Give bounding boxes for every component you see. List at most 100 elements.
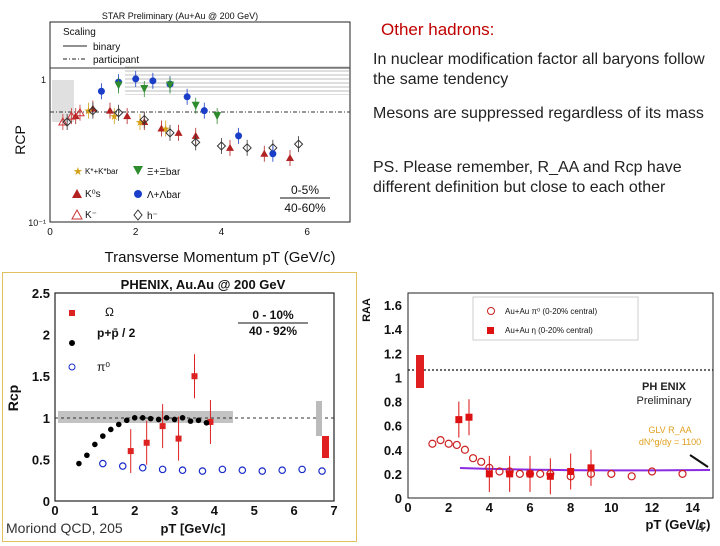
star-data-point: ★ — [84, 106, 94, 118]
star-data-point — [123, 112, 132, 120]
raa-xtick: 0 — [404, 500, 411, 515]
phenix-rcp-sys-red — [322, 436, 329, 458]
raa-ytick: 0.2 — [384, 467, 402, 482]
phenix-rcp-ytick: 2.5 — [32, 286, 50, 301]
phenix-rcp-xtick: 2 — [131, 503, 138, 518]
raa-ytick: 0.8 — [384, 395, 402, 410]
phenix-rcp-data-point — [298, 465, 306, 474]
phenix-rcp-data-point — [171, 416, 178, 423]
raa-data-point — [485, 470, 493, 478]
phenix-legend-omega: Ω — [105, 305, 114, 319]
phenix-rcp-data-point — [118, 462, 127, 470]
star-data-point — [114, 81, 123, 90]
phenix-rcp-data-point — [139, 415, 146, 421]
phenix-rcp-data-point — [115, 421, 122, 428]
star-data-point — [139, 114, 149, 125]
phenix-raa-legend — [472, 296, 639, 341]
star-data-point — [191, 101, 200, 110]
phenix-rcp-ylabel: Rcp — [5, 385, 21, 411]
raa-data-point — [627, 472, 636, 481]
phenix-rcp-data-point — [159, 423, 166, 430]
raa-data-point — [607, 469, 616, 478]
raa-xtick: 8 — [567, 500, 574, 515]
raa-ytick: 1.6 — [384, 298, 402, 313]
phenix-rcp-ytick: 1.5 — [32, 369, 50, 384]
raa-eta-marker — [487, 327, 494, 334]
raa-data-point — [455, 416, 463, 424]
star-data-point — [113, 108, 124, 118]
raa-data-point — [587, 464, 595, 472]
star-data-point — [140, 85, 149, 94]
phenix-rcp-data-point — [123, 417, 130, 424]
raa-ytick: 0 — [395, 491, 402, 506]
phenix-rcp-data-point — [92, 441, 98, 448]
star-data-point: ★ — [161, 124, 171, 136]
star-data-point: ★ — [109, 111, 119, 123]
phenix-rcp-xtick: 5 — [251, 503, 258, 518]
phenix-rcp-data-point — [131, 415, 138, 421]
star-ylabel: RCP — [12, 125, 28, 155]
proton-marker — [69, 340, 75, 346]
phenix-rcp-frame — [54, 292, 335, 502]
bullet-2: Mesons are suppressed regardless of its … — [373, 105, 704, 122]
raa-xlabel: pT (GeV/c) — [645, 517, 710, 532]
phenix-rcp-xlabel: pT [GeV/c] — [160, 521, 225, 536]
phenix-rcp-xtick: 3 — [171, 503, 178, 518]
bullet-1: In nuclear modification factor all baryo… — [373, 51, 705, 88]
glv-label: GLV R_AA — [648, 425, 691, 435]
raa-data-point — [526, 470, 534, 478]
raa-data-point — [428, 439, 437, 448]
phenix-rcp-xtick: 1 — [91, 503, 98, 518]
phenix-rcp-data-point — [108, 426, 114, 433]
raa-pi0-marker — [487, 307, 495, 315]
star-species-legend: ★ K*+K*bar Ξ+Ξbar K⁰s Λ+Λbar K⁻ h⁻ 0-5% … — [71, 166, 330, 222]
bullet-3: PS. Please remember, R_AA and Rcp have d… — [373, 159, 682, 196]
raa-xtick: 4 — [486, 500, 494, 515]
raa-xtick: 14 — [685, 500, 700, 515]
raa-xtick: 10 — [604, 500, 618, 515]
raa-legend-eta: Au+Au η (0-20% central) — [505, 326, 593, 335]
raa-data-point — [465, 413, 473, 421]
phenix-rcp-data-point — [195, 417, 202, 424]
phenix-rcp-data-point — [84, 452, 90, 459]
omega-marker — [69, 310, 75, 316]
phenix-rcp-data-point — [258, 467, 267, 475]
phenix-rcp-xtick: 6 — [291, 503, 298, 518]
star-data-point — [165, 128, 175, 138]
phenix-rcp-data-point — [218, 465, 227, 474]
raa-xtick: 12 — [645, 500, 659, 515]
star-data-point — [106, 106, 114, 114]
phenix-rcp-data-point — [76, 460, 82, 467]
star-data-point — [157, 124, 166, 132]
phenix-rcp-data-point — [127, 448, 134, 455]
star-data-point: ★ — [135, 117, 145, 129]
raa-ytick: 0.4 — [384, 443, 403, 458]
raa-data-point — [444, 439, 453, 448]
phenix-rcp-data-point — [198, 467, 207, 475]
raa-ytick: 0.6 — [384, 419, 402, 434]
glv-arrow — [689, 454, 709, 468]
star-centrality-top: 0-5% — [291, 183, 319, 197]
phenix-rcp-data-point — [203, 419, 210, 426]
pi0-marker — [68, 363, 76, 371]
slide-title: Other hadrons: — [381, 20, 495, 39]
star-legend-participant: participant — [93, 55, 139, 66]
phenix-rcp-sys-gray — [316, 401, 322, 436]
phenix-rcp-xtick: 7 — [330, 503, 337, 518]
star-data-point — [75, 107, 85, 117]
star-legend-lambda: Λ+Λbar — [147, 190, 181, 201]
raa-data-point — [452, 440, 461, 450]
raa-data-point — [495, 467, 504, 476]
star-legend-hminus: h⁻ — [147, 211, 158, 222]
phenix-rcp-title: PHENIX, Au.Au @ 200 GeV — [121, 277, 286, 292]
phenix-rcp-ytick: 2 — [43, 328, 50, 343]
phenix-centrality-top: 0 - 10% — [252, 308, 294, 322]
raa-data-point — [506, 470, 514, 478]
star-data-point — [226, 143, 234, 151]
star-data-point — [242, 143, 252, 153]
raa-data-point — [567, 467, 575, 475]
star-chart-title: STAR Preliminary (Au+Au @ 200 GeV) — [102, 11, 258, 21]
raa-xtick: 2 — [445, 500, 452, 515]
page-number: 4 — [697, 520, 705, 535]
phenix-rcp-data-point — [138, 463, 147, 472]
